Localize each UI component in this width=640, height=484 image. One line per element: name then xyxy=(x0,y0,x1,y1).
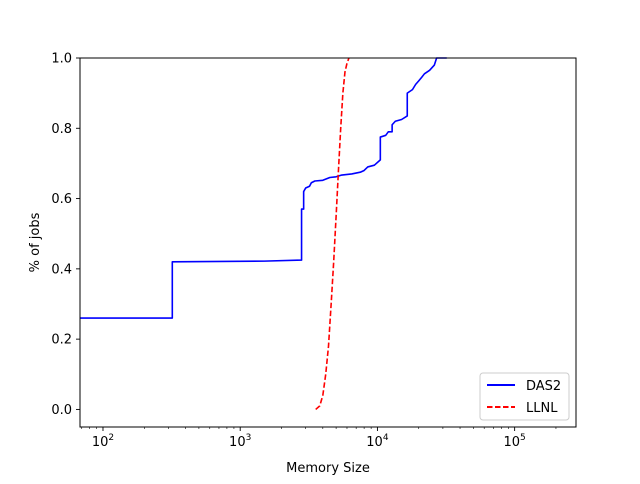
plot-area xyxy=(80,57,447,411)
x-tick-label: 103 xyxy=(229,433,251,450)
y-tick-label: 0.2 xyxy=(51,333,72,348)
x-tick-label: 105 xyxy=(504,433,526,450)
series-line-das2 xyxy=(80,57,447,319)
y-tick-label: 0.0 xyxy=(51,403,72,418)
plot-frame xyxy=(79,57,577,428)
axis-ticks: 102 103 104 105 0.0 0.2 0.4 0.6 0.8 1.0 xyxy=(51,52,557,450)
x-tick-label: 104 xyxy=(366,433,389,450)
x-axis-label: Memory Size xyxy=(286,461,370,476)
y-tick-label: 1.0 xyxy=(51,52,72,67)
y-tick-label: 0.4 xyxy=(51,262,72,277)
series-line-llnl xyxy=(315,57,350,411)
legend: DAS2 LLNL xyxy=(479,372,570,421)
y-tick-label: 0.8 xyxy=(51,122,72,137)
legend-label-das2: DAS2 xyxy=(526,379,561,394)
y-tick-label: 0.6 xyxy=(51,192,72,207)
legend-label-llnl: LLNL xyxy=(526,401,558,416)
y-axis-label: % of jobs xyxy=(28,212,43,272)
x-tick-label: 102 xyxy=(92,433,114,450)
